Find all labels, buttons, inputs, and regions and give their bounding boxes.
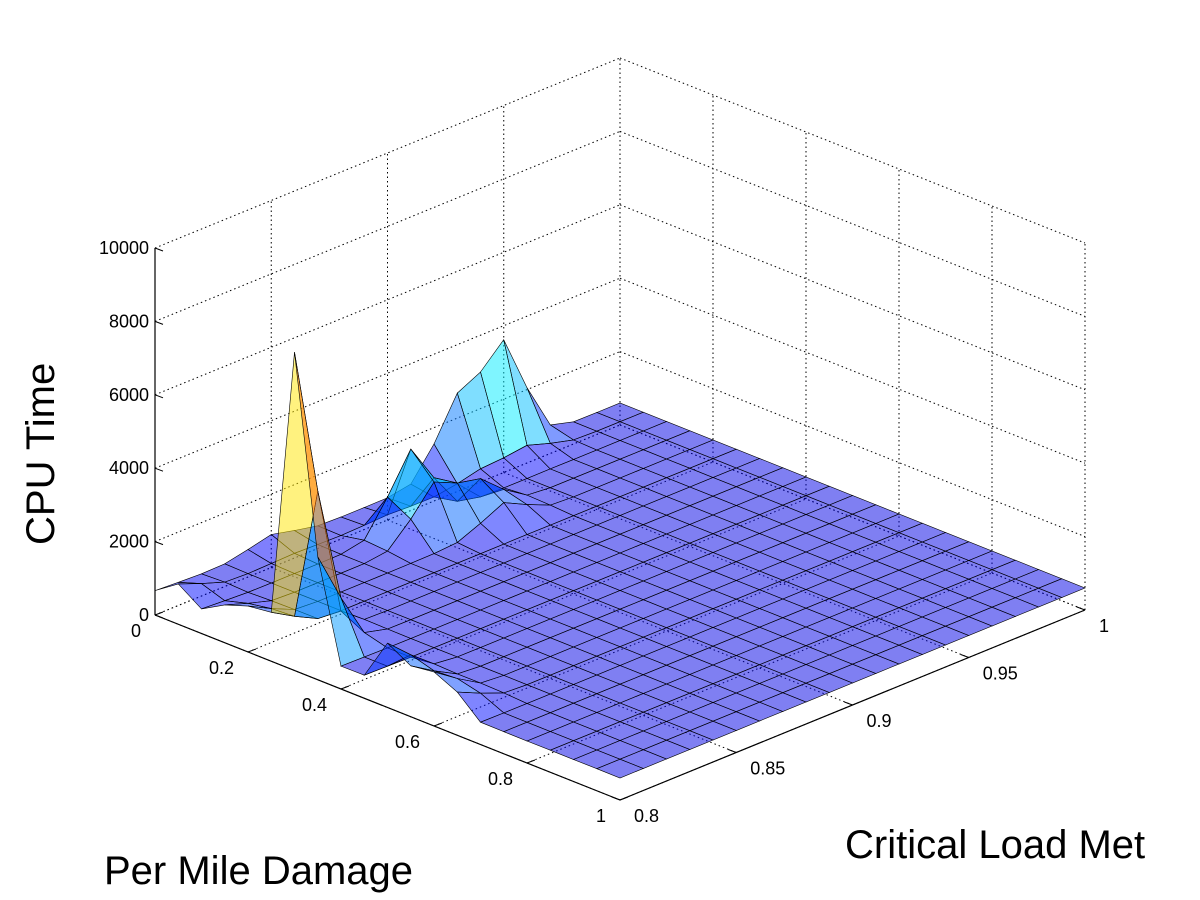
grid-line: [154, 57, 621, 249]
z-tick-label: 2000: [109, 532, 149, 552]
x-tick-mark: [960, 654, 969, 658]
surface-mesh: [154, 338, 1086, 779]
grid-line: [619, 204, 1086, 391]
grid-line: [154, 130, 621, 322]
x-tick-mark: [1076, 606, 1086, 611]
tick-labels: 0 2000 4000 6000 8000 10000 0 0.2 0.4 0.6 0.8 1 0.8 0…: [99, 238, 1109, 826]
y-tick-mark: [619, 796, 629, 801]
y-tick-label: 1: [596, 806, 606, 826]
z-tick-label: 0: [139, 605, 149, 625]
y-tick-label: 0.2: [209, 658, 234, 678]
z-tick-label: 6000: [109, 385, 149, 405]
grid-line: [154, 277, 621, 469]
grid-line: [154, 351, 621, 543]
y-tick-label: 0: [131, 621, 141, 641]
x-tick-label: 0.8: [634, 806, 659, 826]
z-tick-label: 10000: [99, 238, 149, 258]
x-axis-title: Critical Load Met: [845, 823, 1145, 867]
surface-patch: [596, 758, 645, 779]
x-tick-mark: [611, 796, 621, 801]
x-tick-mark: [728, 749, 737, 753]
z-tick-label: 4000: [109, 458, 149, 478]
z-tick-mark: [154, 320, 164, 325]
x-tick-label: 0.9: [867, 711, 892, 731]
grid-line: [619, 130, 1086, 317]
y-tick-mark: [247, 648, 257, 653]
z-tick-mark: [154, 614, 164, 619]
z-tick-label: 8000: [109, 311, 149, 331]
y-tick-mark: [433, 722, 443, 727]
y-tick-label: 0.6: [395, 732, 420, 752]
y-tick-label: 0.8: [488, 769, 513, 789]
y-tick-mark: [526, 759, 536, 764]
y-tick-mark: [154, 611, 164, 616]
z-tick-mark: [154, 394, 164, 399]
grid-line: [619, 57, 1086, 244]
z-tick-mark: [154, 247, 164, 252]
y-tick-label: 0.4: [302, 695, 327, 715]
x-tick-label: 0.95: [983, 664, 1018, 684]
x-tick-label: 1: [1099, 616, 1109, 636]
x-tick-mark: [844, 701, 853, 706]
z-tick-mark: [154, 467, 164, 472]
z-tick-mark: [154, 541, 164, 546]
y-tick-mark: [340, 685, 350, 690]
grid-line: [154, 204, 621, 396]
x-tick-label: 0.85: [750, 759, 785, 779]
y-axis-line: [154, 614, 621, 801]
z-axis-title: CPU Time: [19, 363, 63, 545]
y-axis-title: Per Mile Damage: [104, 849, 413, 893]
